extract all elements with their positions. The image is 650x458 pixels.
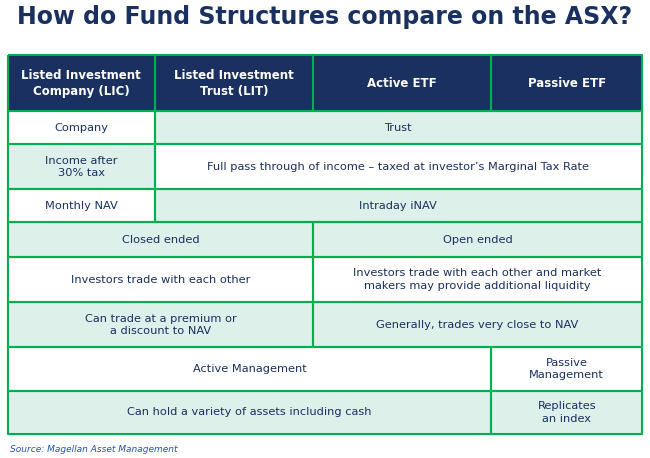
Text: Open ended: Open ended (443, 235, 512, 245)
Text: Company: Company (55, 123, 109, 133)
Bar (491, 55, 642, 111)
Text: Active Management: Active Management (193, 364, 307, 374)
Text: Trust: Trust (385, 123, 412, 133)
Bar (155, 111, 642, 144)
Bar (8, 223, 313, 257)
Text: Listed Investment
Trust (LIT): Listed Investment Trust (LIT) (174, 69, 294, 98)
Text: Investors trade with each other: Investors trade with each other (71, 275, 250, 284)
Text: Active ETF: Active ETF (367, 76, 437, 90)
Text: Closed ended: Closed ended (122, 235, 200, 245)
Bar (8, 302, 313, 347)
Text: Listed Investment
Company (LIC): Listed Investment Company (LIC) (21, 69, 141, 98)
Text: Full pass through of income – taxed at investor’s Marginal Tax Rate: Full pass through of income – taxed at i… (207, 162, 590, 172)
Text: Income after
30% tax: Income after 30% tax (45, 156, 118, 178)
Text: Source: Magellan Asset Management: Source: Magellan Asset Management (10, 445, 177, 454)
Text: Investors trade with each other and market
makers may provide additional liquidi: Investors trade with each other and mark… (354, 268, 602, 291)
Text: Can trade at a premium or
a discount to NAV: Can trade at a premium or a discount to … (84, 314, 237, 336)
Bar (313, 257, 642, 302)
Text: Can hold a variety of assets including cash: Can hold a variety of assets including c… (127, 407, 372, 417)
Bar (8, 257, 313, 302)
Text: Intraday iNAV: Intraday iNAV (359, 201, 437, 211)
Text: Passive ETF: Passive ETF (528, 76, 606, 90)
Bar (155, 55, 313, 111)
Bar (313, 55, 491, 111)
Bar (8, 347, 491, 391)
Bar (313, 302, 642, 347)
Bar (313, 223, 642, 257)
Bar (8, 190, 155, 223)
Bar (8, 391, 491, 434)
Text: Monthly NAV: Monthly NAV (45, 201, 118, 211)
Text: How do Fund Structures compare on the ASX?: How do Fund Structures compare on the AS… (18, 5, 632, 29)
Bar (8, 111, 155, 144)
Text: Replicates
an index: Replicates an index (538, 401, 596, 424)
Text: Passive
Management: Passive Management (529, 358, 604, 380)
Bar (491, 347, 642, 391)
Bar (491, 391, 642, 434)
Text: Generally, trades very close to NAV: Generally, trades very close to NAV (376, 320, 578, 330)
Bar (8, 144, 155, 190)
Bar (155, 144, 642, 190)
Bar (8, 55, 155, 111)
Bar (155, 190, 642, 223)
